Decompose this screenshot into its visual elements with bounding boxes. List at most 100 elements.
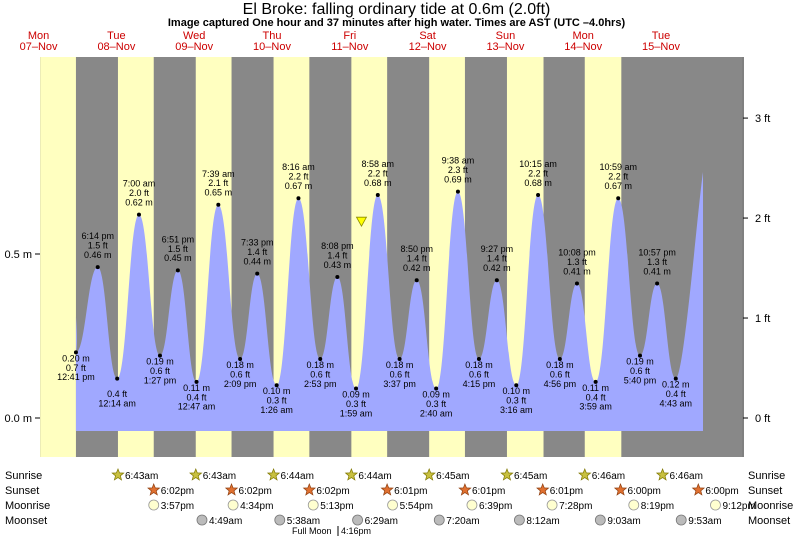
tide-label: 0.18 m <box>306 360 334 370</box>
moonrise-time: 9:12pm <box>722 501 755 512</box>
tide-label: 8:58 am <box>362 159 395 169</box>
tide-label: 1.5 ft <box>88 241 109 251</box>
date-label: 14–Nov <box>564 41 602 53</box>
date-label: 11–Nov <box>331 41 369 53</box>
tide-label: 0.45 m <box>164 253 192 263</box>
tide-point <box>616 196 621 201</box>
tide-point <box>375 192 380 197</box>
left-axis-label: 0.5 m <box>4 249 32 261</box>
sunset-icon <box>458 483 472 496</box>
chart-title: El Broke: falling ordinary tide at 0.6m … <box>242 1 551 18</box>
tide-label: 8:16 am <box>282 162 315 172</box>
tide-point <box>274 383 279 388</box>
moonrise-icon <box>307 499 319 511</box>
sunrise-time: 6:44am <box>358 471 391 482</box>
sunrise-time: 6:45am <box>514 471 547 482</box>
tide-label: 0.3 ft <box>346 399 367 409</box>
sunrise-time: 6:44am <box>281 471 314 482</box>
tide-label: 0.41 m <box>563 266 591 276</box>
sunrise-icon <box>189 468 203 481</box>
tide-point <box>157 353 162 358</box>
tide-point <box>673 376 678 381</box>
tide-label: 0.12 m <box>662 380 690 390</box>
tide-label: 10:59 am <box>599 162 637 172</box>
tide-label: 4:56 pm <box>544 379 577 389</box>
tide-label: 1:26 am <box>260 405 293 415</box>
sunset-time: 6:00pm <box>705 486 738 497</box>
tide-label: 0.3 ft <box>426 399 447 409</box>
tide-label: 12:14 am <box>98 398 136 408</box>
almanac-row-label: Moonrise <box>5 500 50 512</box>
tide-label: 2.0 ft <box>129 188 150 198</box>
tide-label: 8:08 pm <box>321 241 354 251</box>
moonset-icon <box>196 514 208 526</box>
sunset-time: 6:02pm <box>239 486 272 497</box>
moonrise-icon <box>710 499 721 511</box>
tide-point <box>296 196 301 201</box>
tide-label: 0.67 m <box>285 181 313 191</box>
tide-point <box>216 202 221 207</box>
tide-label: 0.6 ft <box>630 366 651 376</box>
tide-point <box>414 278 419 283</box>
day-name-label: Mon <box>572 30 593 42</box>
chart-subtitle: Image captured One hour and 37 minutes a… <box>167 17 626 29</box>
tide-label: 6:14 pm <box>81 231 114 241</box>
tide-point <box>655 281 660 286</box>
tide-label: 0.10 m <box>503 386 531 396</box>
tide-label: 1.3 ft <box>567 257 588 267</box>
tide-label: 12:47 am <box>178 402 216 412</box>
sunrise-icon <box>655 468 670 481</box>
tide-label: 0.18 m <box>465 360 493 370</box>
tide-label: 3:59 am <box>579 402 612 412</box>
sunrise-icon <box>266 468 281 481</box>
tide-point <box>434 386 439 391</box>
tide-label: 4:15 pm <box>463 379 496 389</box>
tide-label: 0.4 ft <box>666 389 687 399</box>
tide-label: 0.7 ft <box>66 363 87 373</box>
moonrise-time: 7:28pm <box>559 501 592 512</box>
tide-point <box>557 356 562 361</box>
almanac-row-label: Sunset <box>5 485 39 497</box>
tide-label: 0.43 m <box>324 260 352 270</box>
tide-label: 0.18 m <box>386 360 414 370</box>
tide-label: 0.6 ft <box>550 369 571 379</box>
almanac: Sunrise Sunrise Sunset Sunset Moonrise Moonri… <box>5 468 793 536</box>
sunset-time: 6:01pm <box>394 486 427 497</box>
tide-label: 0.42 m <box>403 263 431 273</box>
moonrise-icon <box>148 499 160 511</box>
sunset-time: 6:02pm <box>316 486 349 497</box>
sunrise-icon <box>500 468 514 481</box>
full-moon-label: Full Moon <box>292 526 332 536</box>
day-name-label: Tue <box>107 30 126 42</box>
sunset-time: 6:00pm <box>628 486 661 497</box>
sunrise-time: 6:46am <box>592 471 625 482</box>
date-label: 10–Nov <box>253 41 291 53</box>
tide-label: 0.3 ft <box>267 396 288 406</box>
sunset-icon <box>536 483 550 496</box>
sunset-icon <box>302 483 317 496</box>
sunrise-icon <box>422 468 436 481</box>
day-name-label: Thu <box>263 30 282 42</box>
tide-curve <box>75 172 703 431</box>
moonrise-time: 8:19pm <box>641 501 674 512</box>
sunset-icon <box>147 483 161 496</box>
tide-label: 2.3 ft <box>448 165 469 175</box>
moonset-time: 7:20am <box>446 516 479 527</box>
moonset-time: 4:49am <box>209 516 242 527</box>
tide-label: 0.6 ft <box>150 366 171 376</box>
tide-label: 0.68 m <box>524 178 552 188</box>
tide-label: 2.2 ft <box>368 168 389 178</box>
sunrise-icon <box>111 468 125 481</box>
sunset-icon <box>613 483 628 496</box>
tide-label: 1.4 ft <box>247 247 268 257</box>
sunrise-icon <box>344 468 359 481</box>
date-label: 13–Nov <box>486 41 524 53</box>
tide-label: 6:51 pm <box>162 234 195 244</box>
tide-label: 1:59 am <box>340 408 373 418</box>
tide-label: 0.41 m <box>643 266 671 276</box>
tide-point <box>335 274 340 279</box>
tide-label: 1.4 ft <box>327 250 348 260</box>
almanac-row-label: Moonset <box>5 515 47 527</box>
